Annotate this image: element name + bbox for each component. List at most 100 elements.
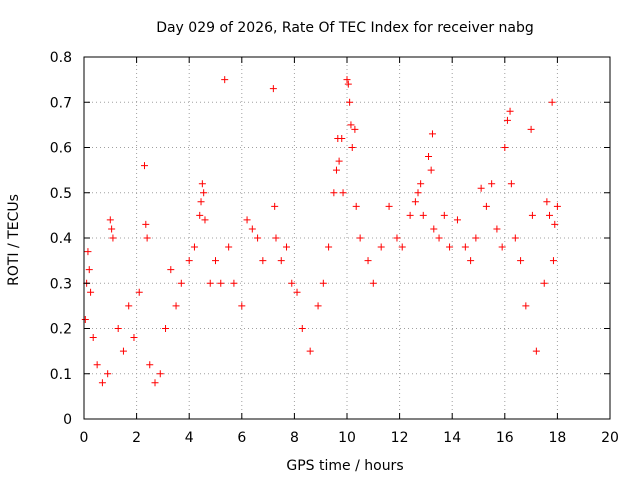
- x-tick-label: 18: [548, 430, 566, 446]
- data-points: [81, 76, 561, 387]
- data-point: [406, 211, 414, 219]
- x-tick-label: 14: [443, 430, 461, 446]
- data-point: [198, 180, 206, 188]
- y-tick-label: 0.3: [50, 276, 72, 292]
- x-tick-label: 16: [496, 430, 514, 446]
- data-point: [221, 76, 229, 84]
- data-point: [248, 225, 256, 233]
- data-point: [351, 125, 359, 133]
- data-point: [283, 243, 291, 251]
- x-tick-label: 8: [290, 430, 299, 446]
- data-point: [172, 302, 180, 310]
- data-point: [206, 279, 214, 287]
- data-point: [503, 116, 511, 124]
- data-point: [427, 166, 435, 174]
- data-point: [385, 202, 393, 210]
- data-point: [482, 202, 490, 210]
- data-point: [271, 202, 279, 210]
- data-point: [254, 234, 262, 242]
- data-point: [238, 302, 246, 310]
- x-tick-label: 2: [132, 430, 141, 446]
- data-point: [332, 166, 340, 174]
- data-point: [493, 225, 501, 233]
- grid: [84, 57, 610, 419]
- data-point: [142, 220, 150, 228]
- data-point: [298, 325, 306, 332]
- x-axis-label: GPS time / hours: [286, 458, 403, 474]
- y-tick-label: 0.2: [50, 322, 72, 338]
- data-point: [119, 347, 127, 355]
- data-point: [425, 153, 433, 161]
- data-point: [343, 76, 351, 84]
- data-point: [532, 347, 540, 355]
- data-point: [156, 370, 164, 378]
- y-tick-label: 0.5: [50, 186, 72, 202]
- data-point: [109, 234, 117, 242]
- data-point: [167, 266, 175, 274]
- data-point: [461, 243, 469, 251]
- data-point: [225, 243, 233, 251]
- y-tick-label: 0.4: [50, 231, 72, 247]
- data-point: [419, 211, 427, 219]
- data-point: [288, 279, 296, 287]
- data-point: [506, 107, 514, 115]
- data-point: [190, 243, 198, 251]
- data-point: [522, 302, 530, 310]
- data-point: [488, 180, 496, 188]
- data-point: [453, 216, 461, 224]
- data-point: [146, 361, 154, 369]
- data-point: [428, 130, 436, 138]
- data-point: [435, 234, 443, 242]
- data-point: [369, 279, 377, 287]
- data-point: [330, 189, 338, 197]
- data-point: [540, 279, 548, 287]
- y-tick-label: 0: [63, 412, 72, 428]
- data-point: [151, 379, 159, 387]
- data-point: [197, 198, 205, 206]
- data-point: [243, 216, 251, 224]
- data-point: [177, 279, 185, 287]
- data-point: [212, 257, 219, 265]
- data-point: [217, 279, 225, 287]
- data-point: [85, 266, 93, 274]
- data-point: [511, 234, 519, 242]
- data-point: [551, 220, 559, 228]
- data-point: [108, 225, 116, 233]
- data-point: [314, 302, 322, 310]
- data-point: [135, 288, 143, 296]
- data-point: [98, 379, 106, 387]
- data-point: [130, 334, 138, 342]
- data-point: [140, 162, 148, 170]
- y-axis-label: ROTI / TECUs: [6, 194, 22, 286]
- x-tick-label: 0: [80, 430, 89, 446]
- data-point: [472, 234, 480, 242]
- data-point: [325, 243, 333, 251]
- data-point: [548, 98, 556, 106]
- data-point: [414, 189, 422, 197]
- data-point: [446, 243, 454, 251]
- data-point: [507, 180, 515, 188]
- data-point: [185, 257, 193, 265]
- data-point: [106, 216, 114, 224]
- data-point: [81, 315, 89, 323]
- data-point: [346, 98, 354, 106]
- data-point: [549, 257, 557, 265]
- data-point: [527, 125, 535, 133]
- data-point: [528, 211, 536, 219]
- data-point: [201, 216, 209, 224]
- data-point: [230, 279, 238, 287]
- data-point: [498, 243, 506, 251]
- data-point: [352, 202, 360, 210]
- data-point: [272, 234, 280, 242]
- data-point: [546, 211, 554, 219]
- data-point: [553, 202, 561, 210]
- data-point: [477, 184, 485, 192]
- data-point: [200, 189, 208, 197]
- data-point: [377, 243, 385, 251]
- y-tick-label: 0.1: [50, 367, 72, 383]
- data-point: [259, 257, 267, 265]
- data-point: [114, 325, 122, 332]
- data-point: [87, 288, 95, 296]
- x-tick-label: 10: [338, 430, 356, 446]
